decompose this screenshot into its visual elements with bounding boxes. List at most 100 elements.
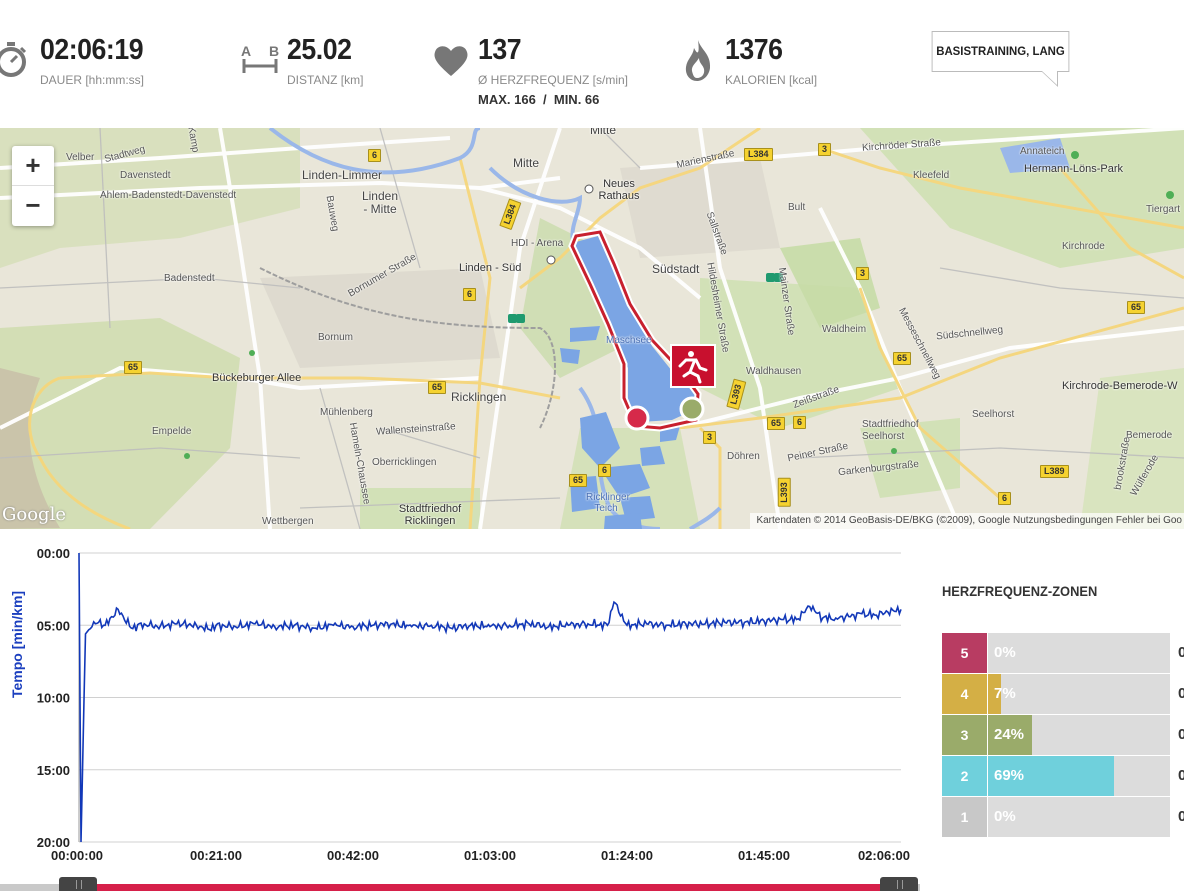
hr-zone-bar-track: 0% bbox=[988, 797, 1170, 837]
road-shield: 6 bbox=[998, 492, 1012, 505]
distance-ab-icon: A B bbox=[241, 43, 279, 73]
map-label: Empelde bbox=[152, 426, 192, 437]
hr-zone-row: 2 69% 0 bbox=[942, 756, 1184, 796]
runner-pin-icon bbox=[670, 344, 716, 388]
hr-zone-bar-track: 24% bbox=[988, 715, 1170, 755]
duration-value: 02:06:19 bbox=[40, 34, 144, 66]
hr-zone-bar-fill bbox=[988, 674, 1001, 714]
x-tick-label: 00:21:00 bbox=[190, 848, 242, 863]
road-shield: L393 bbox=[777, 478, 791, 507]
map-label: Ricklinger Teich bbox=[586, 492, 630, 514]
hr-zone-time: 0 bbox=[1178, 808, 1184, 825]
hr-zones-title: HERZFREQUENZ-ZONEN bbox=[942, 583, 1098, 599]
hr-zone-row: 4 7% 0 bbox=[942, 674, 1184, 714]
zoom-control: + − bbox=[12, 146, 54, 226]
x-tick-label: 01:45:00 bbox=[738, 848, 790, 863]
map-label: Mitte bbox=[513, 156, 540, 170]
map-label: Velber bbox=[66, 152, 95, 163]
y-tick-label: 10:00 bbox=[37, 691, 70, 706]
hr-zone-number: 2 bbox=[942, 756, 987, 796]
distance-icon-b: B bbox=[269, 43, 279, 59]
map-label: Mühlenberg bbox=[320, 407, 373, 418]
map-label: Ahlem-Badenstedt-Davenstedt bbox=[100, 190, 237, 201]
map-label: Stadtfriedhof Seelhorst bbox=[862, 419, 919, 442]
heartrate-value: 137 bbox=[478, 34, 522, 66]
heartrate-max-min: MAX. 166 / MIN. 66 bbox=[478, 92, 600, 107]
hr-zone-number: 4 bbox=[942, 674, 987, 714]
zoom-in-button[interactable]: + bbox=[12, 146, 54, 186]
map-label: Maschsee bbox=[606, 335, 652, 346]
road-shield: L384 bbox=[744, 148, 773, 161]
hr-zone-bar-track: 69% bbox=[988, 756, 1170, 796]
hr-zone-time: 0 bbox=[1178, 644, 1184, 661]
stopwatch-icon bbox=[0, 42, 27, 77]
hr-zone-row: 1 0% 0 bbox=[942, 797, 1184, 837]
heart-icon bbox=[434, 46, 468, 76]
x-tick-label: 00:00:00 bbox=[51, 848, 103, 863]
map-label: Hermann-Löns-Park bbox=[1024, 163, 1124, 175]
map-label: Waldhausen bbox=[746, 366, 802, 377]
hr-zone-time: 0 bbox=[1178, 726, 1184, 743]
y-tick-label: 00:00 bbox=[37, 546, 70, 561]
map-label: Neues Rathaus bbox=[598, 178, 640, 202]
map-label: HDI - Arena bbox=[511, 238, 564, 249]
map-copyright[interactable]: Kartendaten © 2014 GeoBasis-DE/BKG (©200… bbox=[750, 513, 1184, 529]
y-tick-label: 20:00 bbox=[37, 835, 70, 850]
hr-zone-number: 5 bbox=[942, 633, 987, 673]
road-shield: 65 bbox=[428, 381, 447, 394]
road-shield: 6 bbox=[463, 288, 477, 301]
map-label: Seelhorst bbox=[972, 409, 1015, 420]
road-shield: 65 bbox=[893, 352, 912, 365]
road-shield: 6 bbox=[368, 149, 382, 162]
calories-label: KALORIEN [kcal] bbox=[725, 73, 818, 87]
hr-zone-bar-fill bbox=[988, 756, 1114, 796]
distance-label: DISTANZ [km] bbox=[287, 73, 364, 87]
hr-zone-bar-track: 7% bbox=[988, 674, 1170, 714]
map-label: Waldheim bbox=[822, 324, 867, 335]
time-range-selection bbox=[78, 884, 900, 891]
range-start-handle[interactable] bbox=[59, 877, 97, 891]
hr-zone-row: 5 0% 0 bbox=[942, 633, 1184, 673]
x-tick-label: 02:06:00 bbox=[858, 848, 910, 863]
road-shield: 3 bbox=[856, 267, 870, 280]
y-tick-label: 15:00 bbox=[37, 763, 70, 778]
distance-icon-a: A bbox=[241, 43, 251, 59]
hr-zone-row: 3 24% 0 bbox=[942, 715, 1184, 755]
x-tick-label: 01:24:00 bbox=[601, 848, 653, 863]
map-label: Bornum bbox=[318, 332, 354, 343]
map-label: Stadtfriedhof Ricklingen bbox=[398, 503, 462, 527]
road-shield: 65 bbox=[569, 474, 588, 487]
map-label: Ricklingen bbox=[451, 390, 507, 404]
hr-zone-percent: 24% bbox=[994, 726, 1025, 743]
route-map[interactable]: + − Mitte Velber Stadtweg Kamp Davensted… bbox=[0, 128, 1184, 529]
hr-zone-percent: 0% bbox=[994, 644, 1016, 661]
hr-zone-percent: 69% bbox=[994, 767, 1025, 784]
map-label: Kirchrode-Bemerode-W bbox=[1062, 380, 1178, 392]
map-label: Tiergart bbox=[1146, 204, 1181, 215]
map-label: Annateich bbox=[1020, 146, 1065, 157]
map-label: Südstadt bbox=[652, 262, 700, 276]
x-tick-label: 01:03:00 bbox=[464, 848, 516, 863]
map-label: Kleefeld bbox=[913, 170, 950, 181]
road-shield: 3 bbox=[818, 143, 832, 156]
route-start-marker bbox=[679, 396, 705, 422]
map-label: Mitte bbox=[590, 128, 617, 137]
range-end-handle[interactable] bbox=[880, 877, 918, 891]
map-label: Bückeburger Allee bbox=[212, 372, 302, 384]
map-label: Döhren bbox=[727, 451, 760, 462]
map-label: Linden-Limmer bbox=[302, 168, 383, 182]
road-shield: 6 bbox=[598, 464, 612, 477]
flame-icon bbox=[685, 40, 711, 81]
heartrate-stat: 137 Ø HERZFREQUENZ [s/min] MAX. 166 / MI… bbox=[433, 30, 653, 110]
zoom-out-button[interactable]: − bbox=[25, 190, 41, 220]
duration-stat: 02:06:19 DAUER [hh:mm:ss] bbox=[0, 30, 200, 110]
calories-stat: 1376 KALORIEN [kcal] bbox=[683, 30, 863, 110]
duration-label: DAUER [hh:mm:ss] bbox=[40, 73, 145, 87]
training-type-tag[interactable]: BASISTRAINING, LANG bbox=[931, 31, 1070, 72]
map-label: Kirchrode bbox=[1062, 241, 1105, 252]
chart-y-title: Tempo [min/km] bbox=[9, 590, 25, 698]
hr-zone-bar-fill bbox=[988, 715, 1032, 755]
heartrate-label: Ø HERZFREQUENZ [s/min] bbox=[478, 73, 629, 87]
hr-zone-percent: 0% bbox=[994, 808, 1016, 825]
